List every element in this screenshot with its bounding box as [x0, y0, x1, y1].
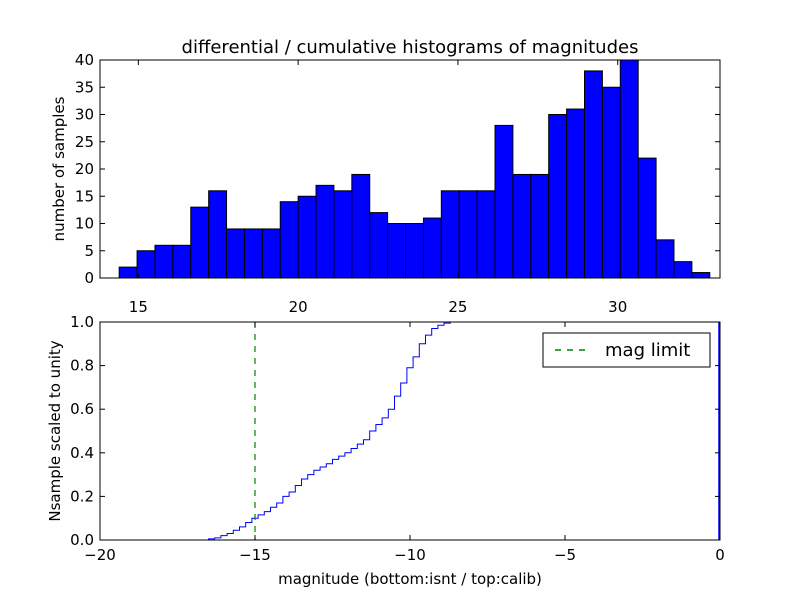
histogram-bar [673, 261, 693, 279]
histogram-bar [601, 86, 621, 279]
histogram-bar [351, 173, 371, 279]
top-ytick-label: 20 [75, 160, 94, 178]
bottom-ytick-label: 0.8 [70, 357, 94, 375]
top-ytick-label: 40 [75, 51, 94, 69]
histogram-bar [172, 244, 192, 279]
histogram-bar [369, 212, 389, 279]
bottom-xtick-label: 0 [715, 546, 725, 564]
histogram-bar [118, 266, 138, 279]
bottom-ytick-label: 0.4 [70, 444, 94, 462]
bottom-xtick-label: −10 [394, 546, 426, 564]
histogram-bars [118, 59, 711, 279]
top-histogram-axes: differential / cumulative histograms of … [50, 37, 721, 316]
histogram-bar [387, 223, 407, 279]
top-ytick-label: 30 [75, 106, 94, 124]
bottom-axes-frame [99, 321, 721, 541]
legend-box [542, 332, 711, 368]
top-ticks: 15 20 25 30 0 5 10 15 20 25 30 35 40 [75, 51, 720, 316]
histogram-bar [297, 195, 317, 279]
top-axes-frame [99, 59, 721, 279]
histogram-bar [136, 250, 156, 279]
top-xtick-label: 30 [608, 298, 627, 316]
bottom-ytick-label: 0.0 [70, 531, 94, 549]
legend-label: mag limit [605, 340, 690, 361]
histogram-bar [566, 108, 585, 279]
histogram-bar [512, 173, 532, 279]
histogram-bar [226, 228, 245, 279]
cumulative-plot [100, 321, 720, 541]
chart-title: differential / cumulative histograms of … [182, 37, 639, 58]
histogram-bar [476, 190, 496, 279]
histogram-bar [691, 272, 711, 279]
top-ytick-label: 25 [75, 133, 94, 151]
histogram-bar [530, 173, 550, 279]
top-ytick-label: 0 [84, 269, 94, 287]
bottom-ytick-label: 1.0 [70, 313, 94, 331]
histogram-bar [440, 190, 460, 279]
bottom-ticks: −20 −15 −10 −5 0 0.0 0.2 0.4 0.6 0.8 1.0 [70, 313, 725, 564]
top-ytick-label: 35 [75, 78, 94, 96]
cumulative-line [100, 321, 463, 541]
top-xtick-label: 25 [448, 298, 467, 316]
top-ytick-label: 15 [75, 187, 94, 205]
top-ylabel: number of samples [50, 96, 68, 241]
histogram-bar [315, 184, 335, 279]
histogram-bar [154, 244, 174, 279]
bottom-xtick-label: −5 [554, 546, 576, 564]
histogram-bar [458, 190, 478, 279]
histogram-bar [422, 217, 442, 279]
bottom-xlabel: magnitude (bottom:isnt / top:calib) [278, 570, 542, 588]
top-xtick-label: 20 [289, 298, 308, 316]
bottom-ylabel: Nsample scaled to unity [46, 340, 64, 521]
bottom-ytick-label: 0.6 [70, 400, 94, 418]
histogram-bar [637, 157, 657, 279]
histogram-bar [494, 124, 514, 279]
top-ytick-label: 5 [84, 242, 94, 260]
histogram-bar [279, 201, 299, 279]
histogram-bar [190, 206, 210, 279]
top-ytick-label: 10 [75, 215, 94, 233]
histogram-bar [655, 239, 675, 279]
top-xtick-label: 15 [129, 298, 148, 316]
histogram-bar [619, 59, 639, 279]
cumulative-axes: −20 −15 −10 −5 0 0.0 0.2 0.4 0.6 0.8 1.0 Nsample s… [46, 313, 725, 588]
histogram-bar [405, 223, 424, 279]
histogram-bar [243, 228, 263, 279]
histogram-bar [548, 114, 568, 279]
bottom-xtick-label: −15 [239, 546, 271, 564]
histogram-bar [208, 190, 228, 279]
histogram-bar [261, 228, 281, 279]
bottom-xtick-label: −20 [84, 546, 116, 564]
histogram-bar [583, 70, 603, 279]
legend: mag limit [542, 332, 711, 368]
bottom-ytick-label: 0.2 [70, 487, 94, 505]
histogram-bar [333, 190, 353, 279]
